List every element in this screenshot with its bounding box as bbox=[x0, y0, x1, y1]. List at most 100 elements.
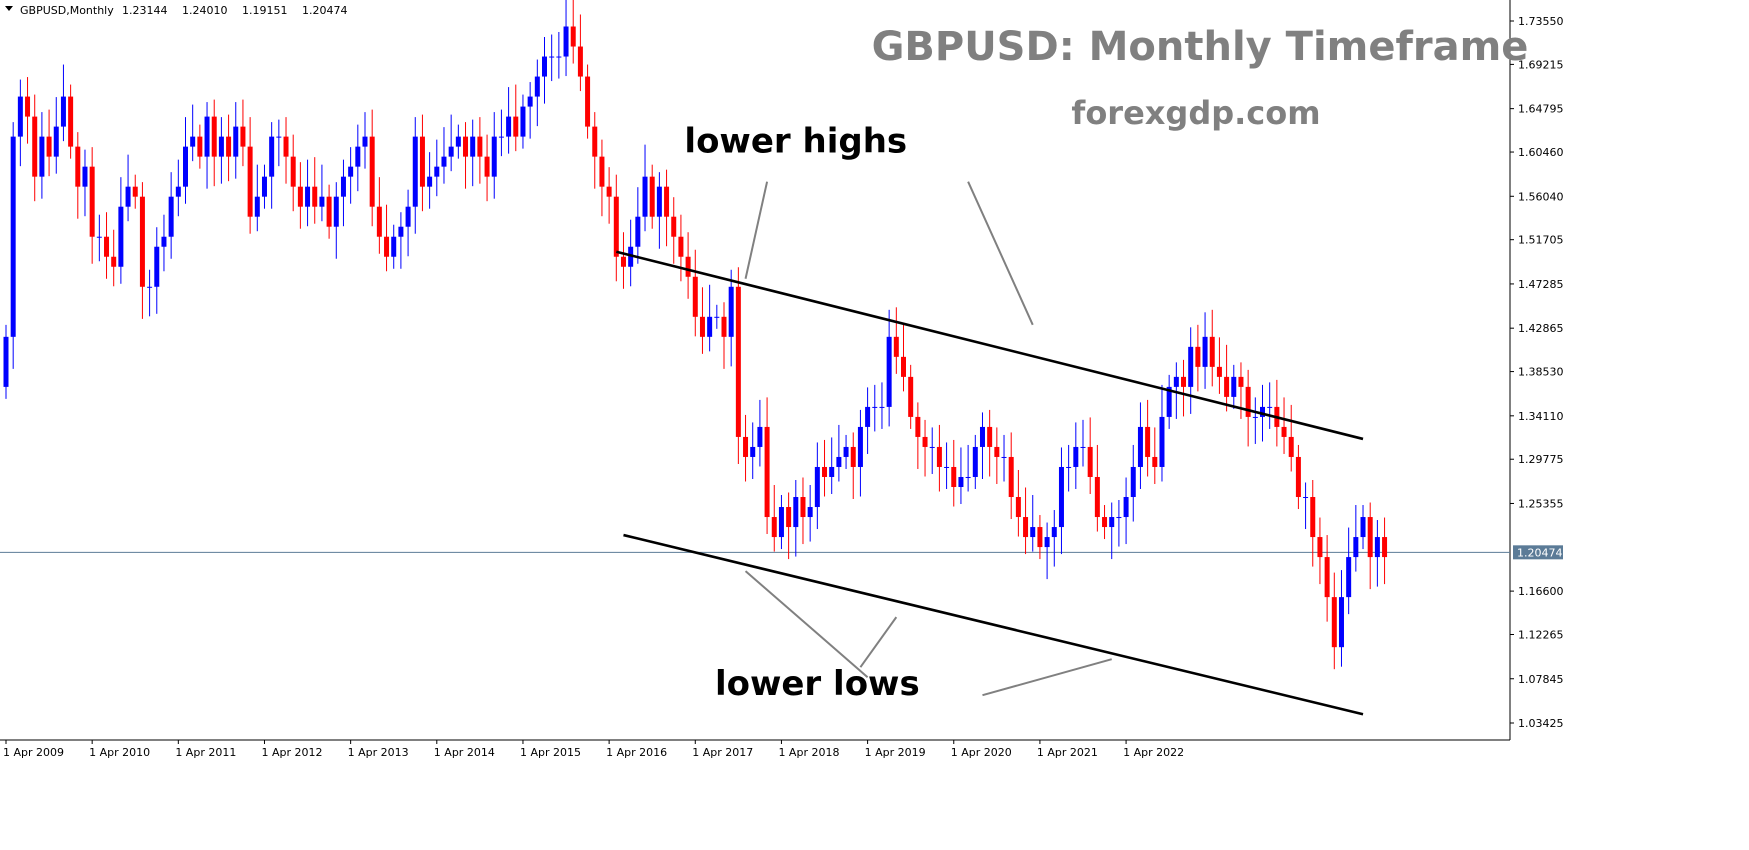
candle-body bbox=[240, 126, 246, 147]
y-tick-label: 1.29775 bbox=[1518, 453, 1564, 466]
candle-body bbox=[750, 446, 756, 457]
candle-body bbox=[1130, 466, 1136, 498]
candle-body bbox=[513, 116, 519, 137]
candle-body bbox=[908, 376, 914, 417]
candle-body bbox=[261, 176, 267, 197]
candle-body bbox=[542, 56, 547, 77]
candle-body bbox=[197, 136, 203, 157]
candle-body bbox=[297, 186, 303, 207]
candle-body bbox=[893, 336, 899, 357]
candle-body bbox=[1058, 466, 1064, 528]
x-tick-label: 1 Apr 2015 bbox=[520, 746, 581, 759]
candle-body bbox=[32, 116, 38, 177]
candle-body bbox=[111, 256, 117, 267]
candle-body bbox=[872, 406, 878, 408]
x-tick-label: 1 Apr 2016 bbox=[606, 746, 667, 759]
candle-body bbox=[1260, 406, 1265, 417]
candle-body bbox=[599, 156, 605, 187]
candle-body bbox=[642, 176, 648, 217]
candle-body bbox=[929, 446, 935, 448]
candle-body bbox=[1030, 527, 1036, 538]
candle-body bbox=[290, 156, 296, 187]
candle-body bbox=[1231, 376, 1237, 397]
candle-body bbox=[721, 316, 727, 337]
candle-body bbox=[807, 507, 813, 518]
candle-body bbox=[254, 196, 260, 217]
annotation-pointer-line bbox=[967, 181, 1034, 326]
candle-body bbox=[1094, 476, 1100, 518]
candle-body bbox=[1123, 497, 1129, 518]
annotation-pointer-line bbox=[744, 570, 869, 678]
annotation-pointer-line bbox=[859, 616, 898, 668]
candle-body bbox=[139, 196, 145, 287]
info-high: 1.24010 bbox=[182, 4, 228, 17]
candle-body bbox=[549, 56, 555, 58]
x-tick-label: 1 Apr 2021 bbox=[1037, 746, 1098, 759]
candle-body bbox=[53, 126, 59, 157]
y-tick-label: 1.64795 bbox=[1518, 103, 1564, 116]
candle-body bbox=[1015, 497, 1021, 518]
dropdown-triangle-icon[interactable] bbox=[5, 6, 13, 11]
y-tick-label: 1.38530 bbox=[1518, 366, 1564, 379]
candle-body bbox=[412, 136, 418, 207]
candle-body bbox=[441, 156, 447, 167]
candle-body bbox=[922, 436, 928, 447]
annotation-pointer-line bbox=[982, 658, 1112, 697]
annotation-label: lower lows bbox=[715, 664, 920, 704]
candle-body bbox=[671, 216, 677, 237]
x-tick-label: 1 Apr 2011 bbox=[175, 746, 236, 759]
trendline-lower-channel bbox=[623, 533, 1364, 716]
candle-body bbox=[60, 96, 66, 127]
chart-subtitle: forexgdp.com bbox=[1071, 94, 1320, 132]
candle-body bbox=[1145, 426, 1151, 457]
candle-body bbox=[1353, 537, 1359, 558]
candle-body bbox=[915, 416, 921, 437]
candle-body bbox=[276, 136, 282, 138]
annotation-pointers bbox=[744, 181, 1112, 697]
candle-body bbox=[1102, 517, 1108, 528]
candle-body bbox=[75, 146, 81, 187]
y-tick-label: 1.25355 bbox=[1518, 497, 1564, 510]
candle-body bbox=[312, 186, 318, 207]
candle-body bbox=[771, 517, 777, 538]
candle-body bbox=[1252, 416, 1258, 418]
candle-body bbox=[1238, 376, 1244, 387]
candle-body bbox=[527, 96, 533, 107]
candle-body bbox=[434, 166, 440, 177]
candle-body bbox=[1374, 537, 1380, 558]
candle-body bbox=[1080, 446, 1086, 448]
candle-body bbox=[506, 116, 512, 137]
x-tick-label: 1 Apr 2014 bbox=[434, 746, 495, 759]
candle-body bbox=[678, 236, 684, 257]
candle-body bbox=[793, 497, 799, 528]
candle-body bbox=[606, 186, 612, 197]
candle-body bbox=[1152, 456, 1158, 467]
candle-body bbox=[850, 446, 856, 467]
y-tick-label: 1.69215 bbox=[1518, 58, 1564, 71]
candle-body bbox=[398, 226, 404, 237]
candle-body bbox=[735, 286, 741, 437]
candle-body bbox=[226, 136, 232, 157]
candle-body bbox=[958, 476, 964, 487]
trendline-upper-channel bbox=[615, 250, 1364, 441]
candle-body bbox=[843, 446, 849, 457]
candle-body bbox=[972, 446, 978, 477]
candle-body bbox=[491, 136, 497, 177]
candle-body bbox=[994, 446, 1000, 457]
candles bbox=[3, 0, 1388, 670]
candle-body bbox=[455, 136, 461, 147]
candle-body bbox=[326, 196, 332, 227]
candle-body bbox=[886, 336, 892, 407]
y-tick-label: 1.56040 bbox=[1518, 190, 1564, 203]
trendlines bbox=[615, 250, 1364, 716]
candle-body bbox=[1281, 426, 1287, 437]
candle-body bbox=[1109, 517, 1115, 528]
candle-body bbox=[857, 426, 863, 467]
x-tick-label: 1 Apr 2019 bbox=[865, 746, 926, 759]
candle-body bbox=[376, 206, 382, 237]
current-price-marker: 1.20474 bbox=[1513, 545, 1563, 560]
candle-body bbox=[1073, 446, 1079, 467]
candle-body bbox=[391, 236, 397, 257]
annotations: lower highs lower lows bbox=[684, 122, 919, 705]
